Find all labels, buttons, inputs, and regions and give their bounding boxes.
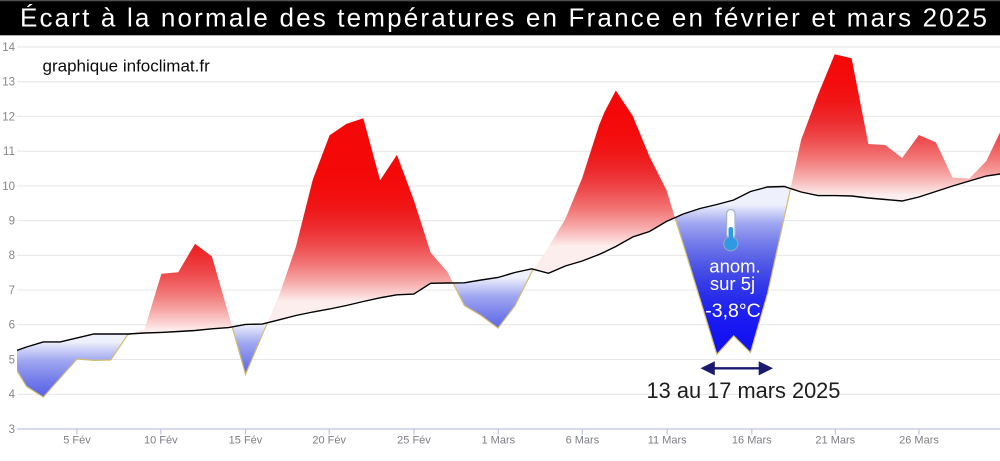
svg-text:10: 10 [2, 181, 15, 193]
svg-text:20 Fév: 20 Fév [312, 435, 346, 447]
svg-text:13: 13 [2, 77, 15, 89]
svg-text:25 Fév: 25 Fév [397, 435, 431, 447]
svg-text:15 Fév: 15 Fév [229, 435, 263, 447]
svg-text:5: 5 [9, 354, 15, 366]
svg-text:10 Fév: 10 Fév [144, 435, 178, 447]
svg-text:12: 12 [2, 111, 15, 123]
svg-text:8: 8 [9, 250, 15, 262]
svg-text:6: 6 [9, 320, 15, 332]
svg-text:anom.: anom. [709, 255, 760, 276]
svg-text:4: 4 [9, 389, 16, 401]
svg-text:graphique infoclimat.fr: graphique infoclimat.fr [43, 57, 211, 76]
svg-text:11: 11 [3, 146, 15, 158]
svg-text:6 Mars: 6 Mars [566, 435, 600, 447]
svg-text:9: 9 [9, 216, 15, 228]
svg-text:13 au 17 mars 2025: 13 au 17 mars 2025 [647, 378, 841, 403]
svg-text:11 Mars: 11 Mars [648, 435, 687, 447]
svg-text:14: 14 [2, 42, 15, 54]
svg-text:5 Fév: 5 Fév [63, 435, 91, 447]
svg-text:Écart à la normale des tempéra: Écart à la normale des températures en F… [20, 3, 987, 33]
svg-text:sur 5j: sur 5j [710, 273, 755, 294]
svg-text:21 Mars: 21 Mars [815, 435, 855, 447]
svg-text:-3,8°C: -3,8°C [705, 300, 760, 322]
svg-text:16 Mars: 16 Mars [732, 435, 772, 447]
svg-text:1 Mars: 1 Mars [481, 435, 515, 447]
svg-text:7: 7 [9, 285, 15, 297]
svg-text:3: 3 [9, 424, 15, 436]
svg-text:26 Mars: 26 Mars [899, 435, 939, 447]
